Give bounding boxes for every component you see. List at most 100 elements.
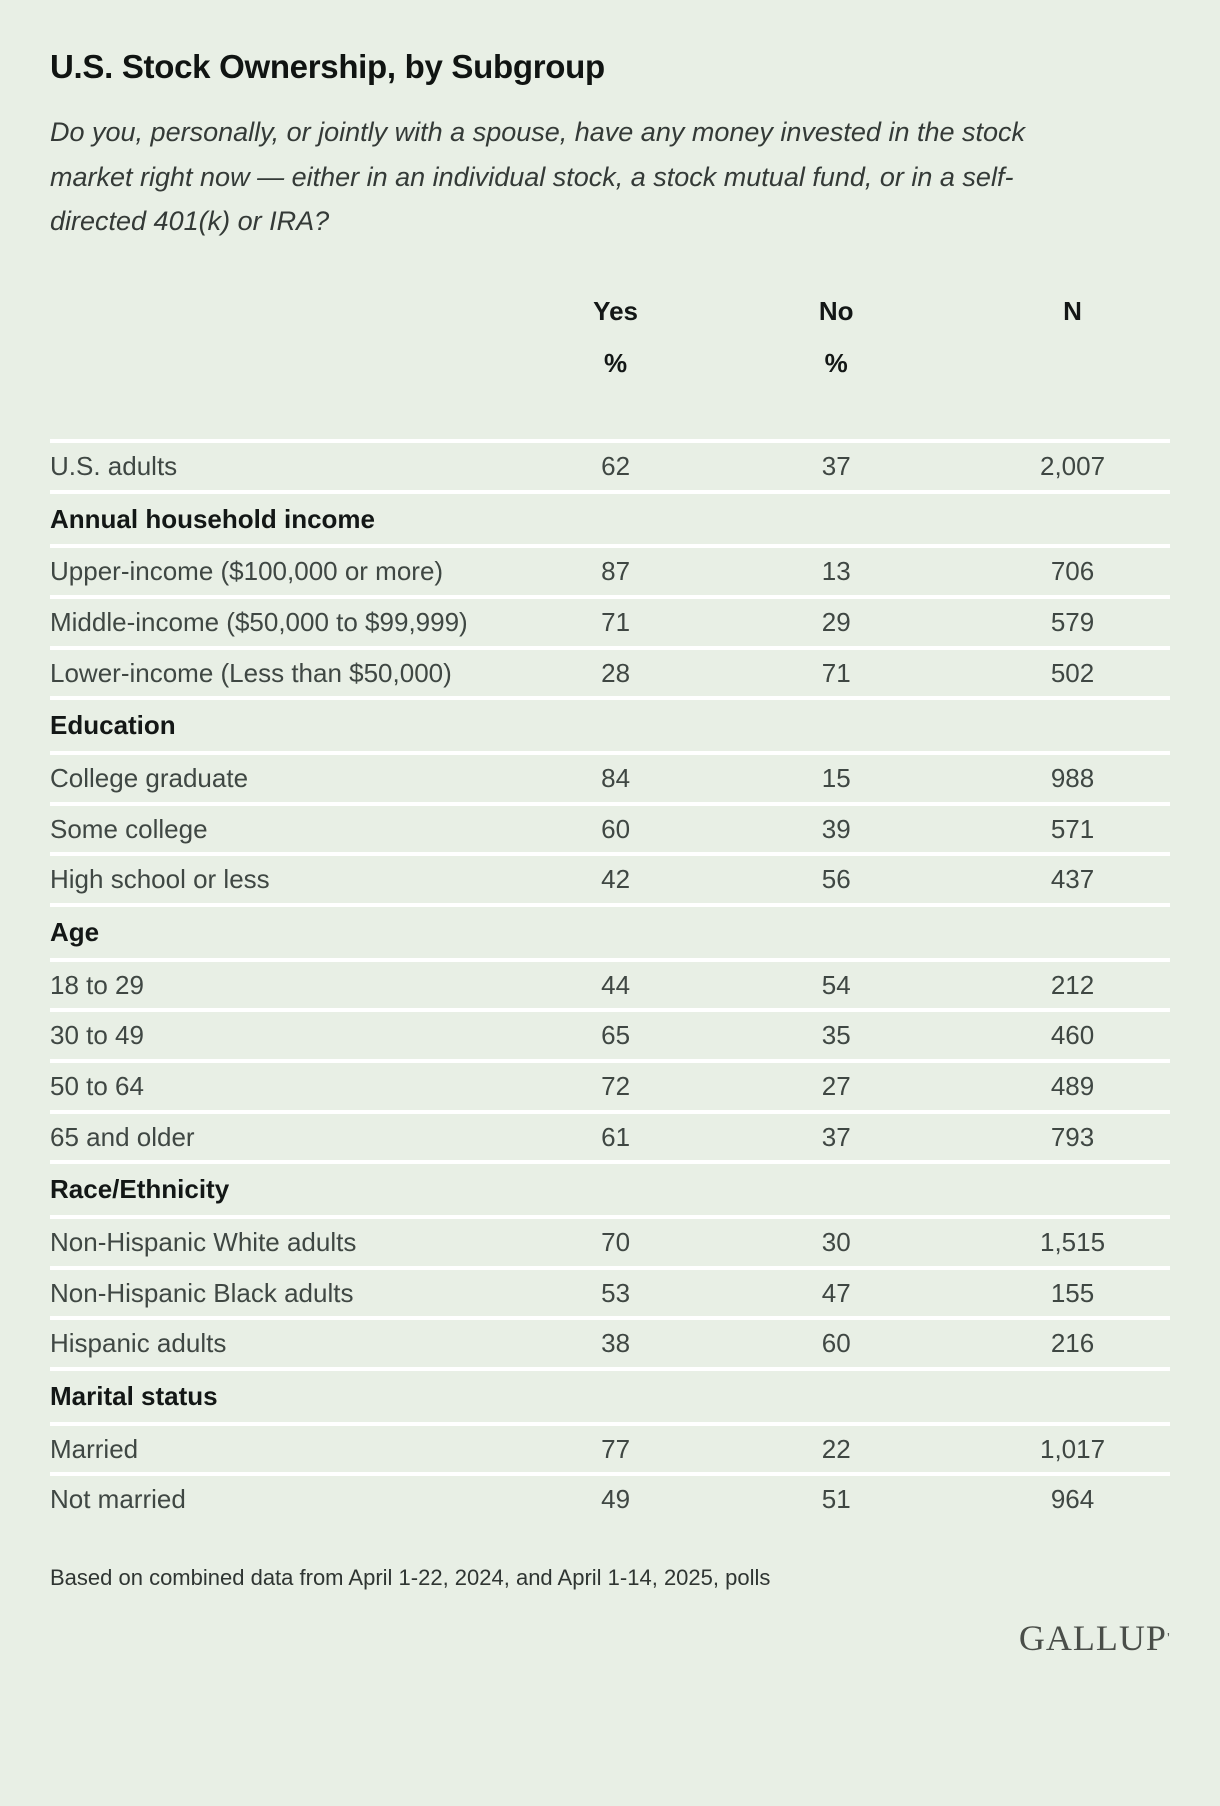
n-value: 460 — [1050, 1020, 1095, 1051]
row-label: Hispanic adults — [50, 1328, 227, 1359]
no-value: 35 — [821, 1020, 851, 1051]
column-header-n: N — [1063, 295, 1082, 326]
no-value: 13 — [821, 556, 851, 587]
yes-value: 72 — [601, 1071, 631, 1102]
yes-value: 87 — [601, 556, 631, 587]
no-value: 56 — [821, 864, 851, 895]
row-label: 65 and older — [50, 1121, 195, 1152]
column-header-yes: Yes — [593, 295, 638, 326]
row-label: Non-Hispanic Black adults — [50, 1277, 354, 1308]
table-row: 18 to 29 44 54 212 — [50, 957, 1170, 1009]
table-row: High school or less 42 56 437 — [50, 852, 1170, 903]
row-label: Some college — [50, 813, 208, 844]
no-value: 37 — [821, 1121, 851, 1152]
no-value: 37 — [821, 450, 851, 481]
no-value: 51 — [821, 1484, 851, 1515]
row-label: Not married — [50, 1484, 186, 1515]
no-value: 47 — [821, 1277, 851, 1308]
yes-value: 44 — [601, 969, 631, 1000]
row-label: Annual household income — [50, 503, 376, 534]
n-value: 502 — [1050, 657, 1095, 688]
table-row: U.S. adults 62 37 2,007 — [50, 438, 1170, 490]
column-header-no: No — [818, 295, 854, 326]
n-value: 437 — [1050, 864, 1095, 895]
table-row: 30 to 49 65 35 460 — [50, 1008, 1170, 1059]
n-value: 964 — [1050, 1484, 1095, 1515]
row-label: Education — [50, 710, 176, 741]
yes-value: 60 — [601, 813, 631, 844]
row-label: 30 to 49 — [50, 1020, 144, 1051]
footnote: Based on combined data from April 1-22, … — [50, 1565, 771, 1591]
section-row: Race/Ethnicity — [50, 1160, 1170, 1215]
yes-value: 62 — [601, 450, 631, 481]
table-row: College graduate 84 15 988 — [50, 751, 1170, 802]
row-label: Non-Hispanic White adults — [50, 1227, 357, 1258]
no-value: 39 — [821, 813, 851, 844]
yes-value: 42 — [601, 864, 631, 895]
yes-value: 49 — [601, 1484, 631, 1515]
no-value: 29 — [821, 607, 851, 637]
table-row: 50 to 64 72 27 489 — [50, 1059, 1170, 1110]
yes-value: 53 — [601, 1277, 631, 1308]
row-label: 50 to 64 — [50, 1071, 144, 1102]
table-row: Non-Hispanic White adults 70 30 1,515 — [50, 1215, 1170, 1266]
no-value: 22 — [821, 1433, 851, 1464]
row-label: Middle-income ($50,000 to $99,999) — [50, 607, 468, 637]
n-value: 1,515 — [1039, 1227, 1106, 1258]
row-label: High school or less — [50, 864, 270, 895]
yes-value: 77 — [601, 1433, 631, 1464]
table-row: Not married 49 51 964 — [50, 1472, 1170, 1523]
n-value: 489 — [1050, 1071, 1095, 1102]
no-value: 27 — [821, 1071, 851, 1102]
section-row: Education — [50, 696, 1170, 751]
yes-value: 84 — [601, 763, 631, 794]
n-value: 212 — [1050, 969, 1095, 1000]
no-value: 71 — [821, 657, 851, 688]
yes-value: 61 — [601, 1121, 631, 1152]
row-label: College graduate — [50, 763, 249, 794]
page-title: U.S. Stock Ownership, by Subgroup — [50, 48, 605, 85]
n-value: 988 — [1050, 763, 1095, 794]
yes-value: 65 — [601, 1020, 631, 1051]
row-label: Married — [50, 1433, 139, 1464]
table-row: Non-Hispanic Black adults 53 47 155 — [50, 1265, 1170, 1317]
table-row: 65 and older 61 37 793 — [50, 1109, 1170, 1161]
table-row: Lower-income (Less than $50,000) 28 71 502 — [50, 645, 1170, 697]
table-row: Hispanic adults 38 60 216 — [50, 1316, 1170, 1367]
no-value: 30 — [821, 1227, 851, 1258]
n-value: 793 — [1050, 1121, 1095, 1152]
table-header-row: Yes No N — [50, 296, 1170, 327]
row-label: U.S. adults — [50, 450, 178, 481]
row-label: 18 to 29 — [50, 969, 144, 1000]
n-value: 706 — [1050, 556, 1095, 587]
n-value: 216 — [1050, 1328, 1095, 1359]
gallup-trademark: ʼ — [1166, 1630, 1170, 1647]
table-row: Upper-income ($100,000 or more) 87 13 706 — [50, 544, 1170, 595]
n-value: 2,007 — [1039, 450, 1106, 481]
row-label: Marital status — [50, 1381, 218, 1412]
gallup-logo: GALLUP — [1018, 1618, 1167, 1659]
units-0: % — [604, 348, 628, 379]
table-row: Married 77 22 1,017 — [50, 1421, 1170, 1473]
units-1: % — [824, 348, 848, 379]
row-label: Age — [50, 917, 100, 948]
row-label: Race/Ethnicity — [50, 1174, 230, 1205]
row-label: Lower-income (Less than $50,000) — [50, 657, 452, 688]
n-value: 579 — [1050, 607, 1095, 637]
table-row: Some college 60 39 571 — [50, 801, 1170, 853]
subgroup-table: Yes No N %% U.S. adults 62 37 2,007 Annual hou… — [50, 296, 1170, 1523]
row-label: Upper-income ($100,000 or more) — [50, 556, 444, 587]
survey-question: Do you, personally, or jointly with a sp… — [50, 117, 1026, 237]
table-body: U.S. adults 62 37 2,007 Annual household inc… — [50, 438, 1170, 1523]
section-row: Marital status — [50, 1367, 1170, 1422]
n-value: 571 — [1050, 813, 1095, 844]
yes-value: 70 — [601, 1227, 631, 1258]
brand-row: GALLUPʼ — [50, 1617, 1170, 1659]
no-value: 60 — [821, 1328, 851, 1359]
n-value: 1,017 — [1039, 1433, 1106, 1464]
section-row: Annual household income — [50, 489, 1170, 545]
table-units-row: %% — [50, 348, 1170, 439]
no-value: 15 — [821, 763, 851, 794]
yes-value: 71 — [601, 607, 631, 637]
